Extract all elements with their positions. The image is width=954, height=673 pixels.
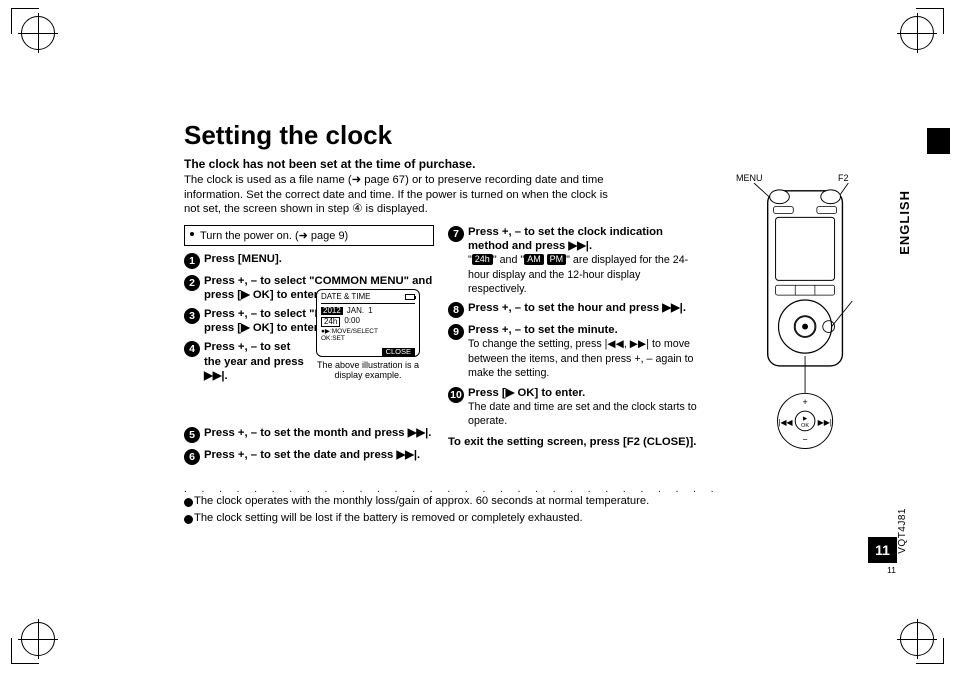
step-number-icon: 9 [448,324,464,340]
step-10: 10 Press [▶ OK] to enter. The date and t… [448,386,698,429]
crop-mark-tl [11,8,63,54]
svg-text:+: + [802,397,807,407]
svg-text:|◀◀: |◀◀ [778,418,793,427]
page-number: 11 [868,537,897,563]
lcd-hint-2: OK:SET [321,336,415,343]
intro-text: The clock is used as a file name (➜ page… [184,173,736,217]
svg-text:−: − [802,435,807,445]
device-illustration: MENU F2 + − |◀◀ ▶▶| ▶ [750,183,868,461]
language-label: ENGLISH [897,190,912,255]
lcd-day: 1 [368,307,372,315]
step-5: 5 Press +, – to set the month and press … [184,426,434,443]
step-number-icon: 2 [184,275,200,291]
crop-mark-br [892,618,944,664]
step-7: 7 Press +, – to set the clock indication… [448,225,698,296]
step-number-icon: 1 [184,253,200,269]
svg-text:▶▶|: ▶▶| [818,418,832,427]
step-number-icon: 5 [184,427,200,443]
page-title: Setting the clock [184,120,884,151]
display-example: DATE & TIME 2012 JAN. 1 24h 0:00 ●▶:MOVE… [316,289,420,380]
exit-note: To exit the setting screen, press [F2 (C… [448,436,698,448]
step-number-icon: 6 [184,449,200,465]
lcd-close-btn: CLOSE [382,348,415,356]
lcd-caption: The above illustration is a display exam… [316,360,420,380]
step-6: 6 Press +, – to set the date and press ▶… [184,448,434,465]
crop-mark-bl [11,618,63,664]
prep-box: Turn the power on. (➜ page 9) [184,225,434,246]
step-4: 4 Press +, – to set the year and press ▶… [184,340,309,382]
language-tab [927,128,950,154]
crop-mark-tr [892,8,944,54]
document-number: VQT4J81 [897,508,908,554]
footer-notes: The clock operates with the monthly loss… [184,495,744,529]
lcd-year: 2012 [321,307,343,315]
step-number-icon: 4 [184,341,200,357]
step-number-icon: 8 [448,302,464,318]
step-number-icon: 10 [448,387,464,403]
lcd-time: 0:00 [344,317,360,327]
lead-text: The clock has not been set at the time o… [184,157,884,171]
separator-dots: . . . . . . . . . . . . . . . . . . . . … [184,484,729,495]
bullet-icon [184,495,194,510]
svg-text:OK: OK [801,423,809,429]
recorder-svg: + − |◀◀ ▶▶| ▶ OK [750,183,868,458]
step-number-icon: 3 [184,308,200,324]
svg-text:▶: ▶ [803,416,807,422]
battery-icon [405,294,415,300]
step-number-icon: 7 [448,226,464,242]
lcd-24h: 24h [321,317,340,327]
bullet-icon [184,512,194,527]
lcd-month: JAN. [347,307,364,315]
right-column: 7 Press +, – to set the clock indication… [448,225,698,470]
lcd-title: DATE & TIME [321,293,371,301]
callout-f2: F2 [838,173,849,183]
step-1: 1 Press [MENU]. [184,252,434,269]
step-8: 8 Press +, – to set the hour and press ▶… [448,301,698,318]
step-9: 9 Press +, – to set the minute. To chang… [448,323,698,380]
page-number-small: 11 [887,565,896,575]
callout-menu: MENU [736,173,763,183]
